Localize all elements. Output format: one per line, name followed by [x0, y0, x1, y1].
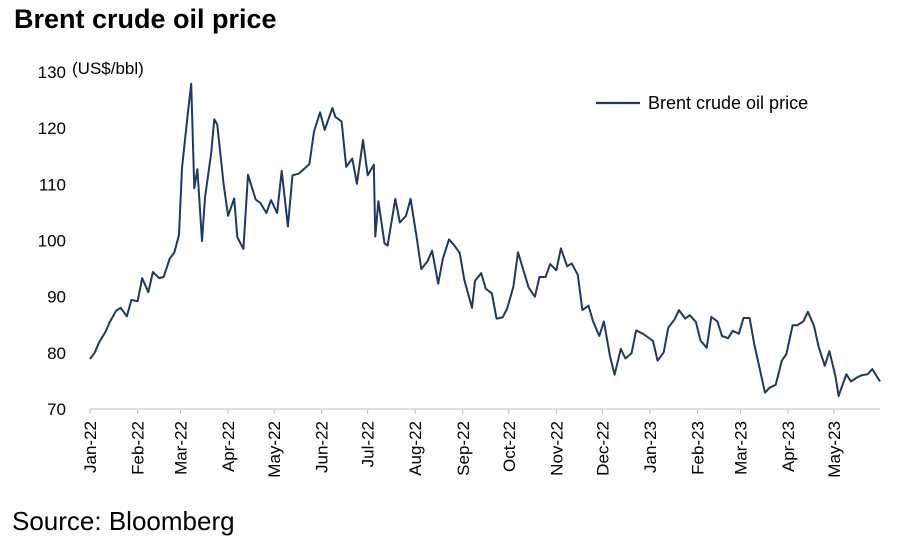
x-tick-label: Feb-22	[129, 421, 148, 475]
source-note: Source: Bloomberg	[12, 506, 235, 536]
line-chart: 70 80 90 100 110 120 130 (US$/bbl) Jan-22 Feb-2…	[38, 59, 881, 478]
x-tick-label: Jul-22	[359, 421, 378, 467]
x-tick-label: May-23	[825, 421, 844, 478]
series-line	[89, 82, 881, 398]
x-tick-label: Feb-23	[688, 421, 707, 475]
y-axis: 70 80 90 100 110 120 130	[38, 63, 66, 419]
x-tick-label: May-22	[265, 421, 284, 478]
x-tick-label: Mar-22	[172, 421, 191, 475]
x-axis: Jan-22 Feb-22 Mar-22 Apr-22 May-22 Jun-22 Jul-…	[81, 409, 844, 478]
legend-label: Brent crude oil price	[648, 93, 808, 113]
y-tick-label: 120	[38, 119, 66, 138]
x-tick-label: Sep-22	[454, 421, 473, 476]
series-layer	[89, 82, 881, 398]
x-tick-label: Dec-22	[593, 421, 612, 476]
y-tick-label: 90	[47, 288, 66, 307]
x-tick-label: Jun-22	[313, 421, 332, 473]
y-tick-label: 130	[38, 63, 66, 82]
x-tick-label: Apr-22	[219, 421, 238, 472]
legend: Brent crude oil price	[596, 93, 808, 113]
x-tick-label: Apr-23	[779, 421, 798, 472]
chart-title: Brent crude oil price	[14, 4, 277, 34]
x-tick-label: Mar-23	[731, 421, 750, 475]
y-axis-unit-label: (US$/bbl)	[72, 59, 144, 78]
x-tick-label: Oct-22	[500, 421, 519, 472]
y-tick-label: 80	[47, 344, 66, 363]
x-tick-label: Aug-22	[406, 421, 425, 476]
x-tick-label: Nov-22	[547, 421, 566, 476]
x-tick-label: Jan-22	[81, 421, 100, 473]
y-tick-label: 100	[38, 232, 66, 251]
x-tick-label: Jan-23	[641, 421, 660, 473]
y-tick-label: 70	[47, 400, 66, 419]
y-tick-label: 110	[39, 175, 66, 194]
